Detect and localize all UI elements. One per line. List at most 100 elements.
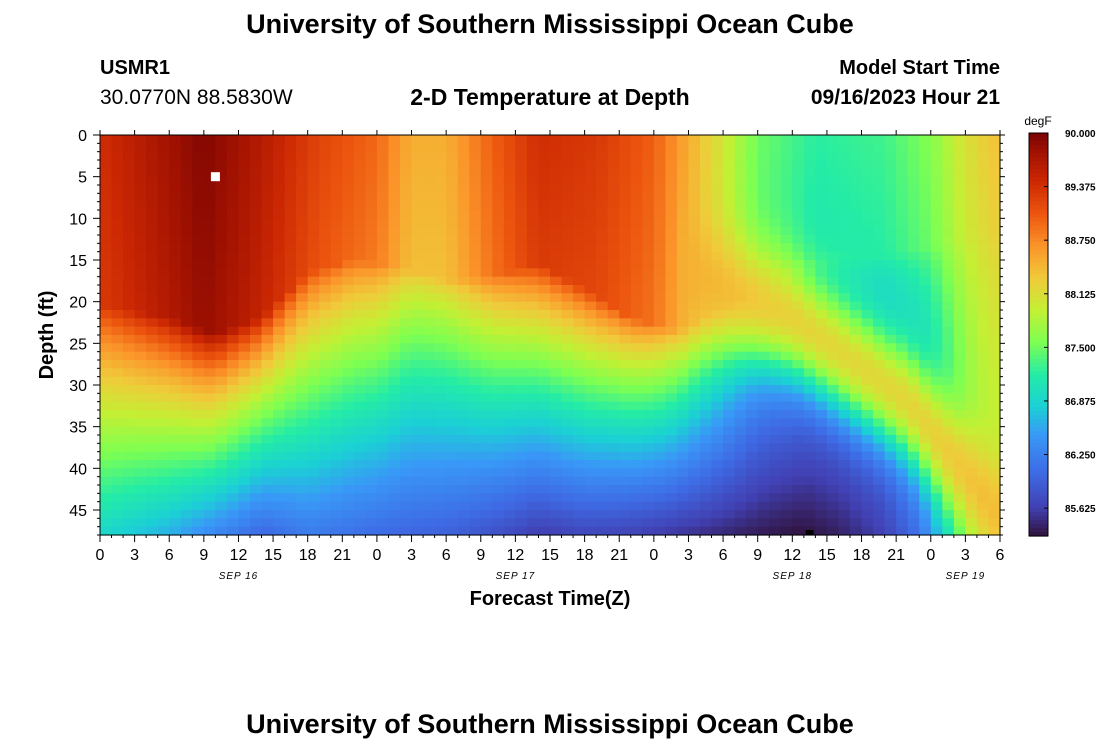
heatmap-cell [780,243,793,253]
heatmap-cell [873,218,886,228]
heatmap-cell [411,193,424,203]
heatmap-cell [376,151,390,161]
heatmap-cell [930,135,943,144]
heatmap-cell [976,518,990,528]
heatmap-cell [988,176,1001,186]
heatmap-cell [215,310,228,319]
heatmap-cell [307,435,320,444]
heatmap-cell [607,310,620,319]
heatmap-cell [942,460,955,469]
heatmap-cell [942,293,955,303]
heatmap-cell [942,276,955,286]
heatmap-cell [192,193,205,203]
heatmap-cell [146,210,159,219]
heatmap-cell [550,168,563,178]
heatmap-cell [330,268,343,278]
heatmap-cell [215,251,228,261]
heatmap-cell [746,201,759,211]
heatmap-cell [700,260,713,269]
heatmap-cell [700,510,713,519]
heatmap-cell [792,301,805,311]
heatmap-cell [526,476,540,486]
heatmap-cell [203,476,216,486]
heatmap-cell [757,135,770,144]
heatmap-cell [919,235,932,244]
heatmap-cell [700,276,713,286]
x-tick-label: 6 [996,547,1005,564]
heatmap-cell [261,301,274,311]
heatmap-cell [630,151,643,161]
heatmap-cell [746,268,759,278]
heatmap-cell [538,201,551,211]
heatmap-cell [896,426,909,436]
heatmap-cell [653,143,666,153]
heatmap-cell [665,435,678,444]
colorbar-segment [1029,213,1048,219]
heatmap-cell [619,393,632,403]
heatmap-cell [446,293,459,303]
heatmap-cell [296,176,309,186]
heatmap-cell [203,193,216,203]
heatmap-cell [665,251,678,261]
heatmap-cell [665,351,678,361]
heatmap-cell [180,401,193,411]
heatmap-cell [596,360,609,369]
heatmap-cell [515,451,528,461]
heatmap-cell [573,143,586,153]
heatmap-cell [503,143,516,153]
heatmap-cell [757,385,770,394]
heatmap-cell [480,335,493,344]
heatmap-cell [330,168,343,178]
heatmap-cell [584,293,597,303]
model-start-label: Model Start Time [839,57,1000,79]
heatmap-cell [342,260,355,269]
heatmap-cell [365,476,378,486]
heatmap-cell [273,351,286,361]
heatmap-cell [884,268,897,278]
heatmap-cell [273,335,286,344]
heatmap-cell [746,526,759,536]
heatmap-cell [480,193,493,203]
heatmap-cell [434,351,447,361]
heatmap-cell [100,510,113,519]
heatmap-cell [561,418,574,428]
heatmap-cell [538,343,551,353]
heatmap-cell [146,501,159,511]
heatmap-cell [884,343,897,353]
heatmap-cell [734,260,747,269]
heatmap-cell [561,268,574,278]
heatmap-cell [388,518,401,528]
heatmap-cell [238,251,251,261]
heatmap-cell [861,451,874,461]
heatmap-cell [400,526,413,536]
heatmap-cell [653,310,666,319]
heatmap-cell [561,493,574,503]
heatmap-cell [457,193,470,203]
heatmap-cell [307,468,320,478]
heatmap-cell [907,210,920,219]
heatmap-cell [388,326,401,336]
heatmap-cell [953,135,966,144]
heatmap-cell [607,135,620,144]
heatmap-cell [480,226,493,236]
heatmap-cell [907,193,920,203]
heatmap-cell [203,293,216,303]
heatmap-cell [353,435,366,444]
heatmap-cell [100,335,113,344]
heatmap-cell [988,243,1001,253]
heatmap-cell [942,376,955,386]
heatmap-cell [226,276,240,286]
colorbar-tick-label: 90.000 [1065,129,1096,140]
heatmap-cell [180,343,193,353]
colorbar-segment [1029,185,1048,191]
heatmap-cell [826,218,840,228]
heatmap-cell [653,201,666,211]
heatmap-cell [492,376,505,386]
heatmap-cell [365,501,378,511]
heatmap-cell [711,218,724,228]
heatmap-cell [284,218,297,228]
heatmap-cell [411,451,424,461]
heatmap-cell [815,343,828,353]
heatmap-cell [365,393,378,403]
heatmap-cell [630,360,643,369]
